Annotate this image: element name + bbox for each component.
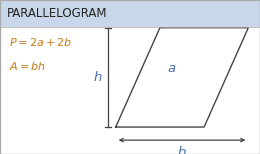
- Text: $A = bh$: $A = bh$: [9, 60, 46, 72]
- Text: $b$: $b$: [177, 146, 187, 154]
- Text: $h$: $h$: [93, 70, 102, 84]
- Text: $P = 2a + 2b$: $P = 2a + 2b$: [9, 36, 73, 48]
- Bar: [0, 0, 260, 27]
- Text: PARALLELOGRAM: PARALLELOGRAM: [6, 7, 107, 20]
- Text: $a$: $a$: [167, 62, 176, 75]
